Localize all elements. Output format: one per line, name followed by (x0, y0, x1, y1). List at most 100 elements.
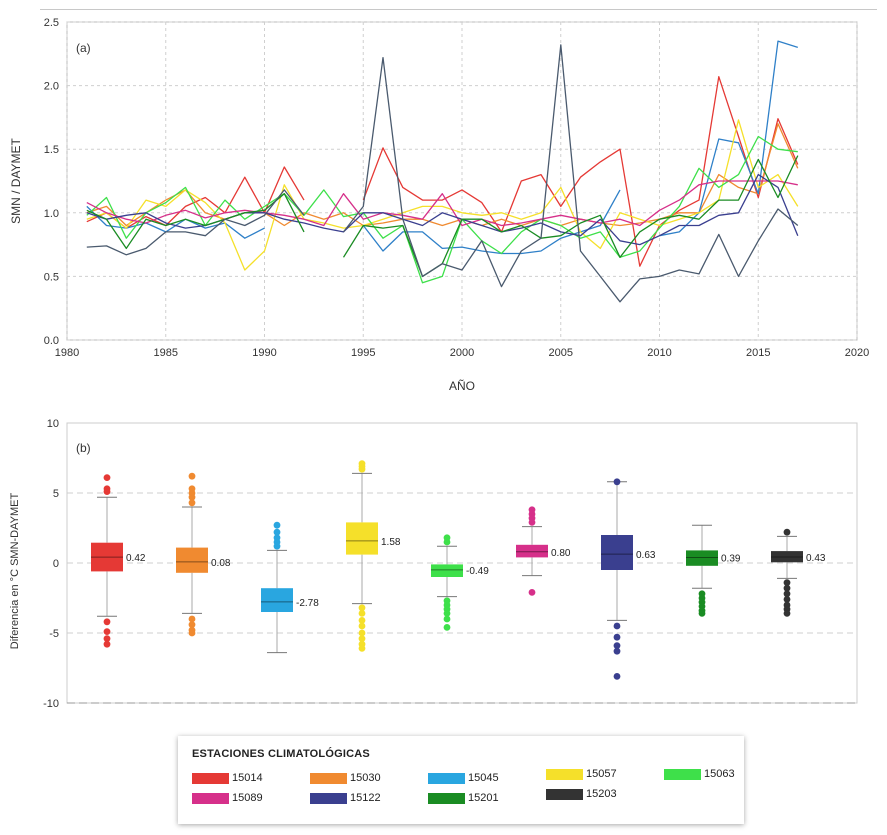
outlier-point (103, 618, 111, 626)
box-15030: 0.08 (176, 472, 231, 637)
legend-item-15089: 15089 (192, 792, 263, 804)
panel-b-label: (b) (76, 441, 91, 455)
median-label: 0.42 (126, 553, 146, 564)
outlier-point (358, 610, 366, 617)
legend-item-15045: 15045 (428, 772, 499, 784)
outlier-point (358, 629, 366, 637)
legend: ESTACIONES CLIMATOLÓGICAS 15014 15030 15… (178, 736, 744, 824)
outlier-point (783, 590, 791, 598)
outlier-point (528, 589, 536, 596)
series-line-15030 (86, 123, 799, 227)
outlier-point (103, 474, 111, 481)
outlier-point (188, 499, 196, 507)
outlier-point (358, 465, 366, 473)
outlier-point (783, 584, 791, 592)
box-15201: 0.39 (686, 524, 741, 617)
box-body (601, 535, 633, 570)
median-label: 0.80 (551, 548, 571, 559)
y-tick-label: 0.0 (44, 335, 59, 347)
legend-title: ESTACIONES CLIMATOLÓGICAS (192, 748, 370, 760)
y-tick-label-b: 5 (53, 488, 59, 500)
legend-swatch (428, 772, 465, 784)
box-15089: 0.80 (516, 506, 571, 596)
legend-label: 15063 (704, 768, 735, 780)
legend-label: 15203 (586, 788, 617, 800)
x-tick-label: 2015 (746, 347, 770, 359)
outlier-point (698, 610, 706, 617)
legend-swatch (664, 768, 701, 780)
outlier-point (103, 488, 111, 495)
legend-item-15014: 15014 (192, 772, 263, 784)
x-tick-label: 1985 (154, 347, 178, 359)
box-body (346, 522, 378, 555)
y-tick-label: 0.5 (44, 271, 59, 283)
y-tick-label-b: -10 (43, 698, 59, 710)
y-tick-label-b: -5 (49, 628, 59, 640)
legend-label: 15014 (232, 772, 263, 784)
outlier-point (103, 628, 111, 635)
y-tick-label-b: 10 (47, 418, 59, 430)
legend-item-15057: 15057 (546, 768, 617, 780)
outlier-point (188, 629, 196, 637)
outlier-point (358, 617, 366, 624)
box-15014: 0.42 (91, 474, 146, 648)
box-body (771, 551, 803, 563)
box-body (176, 547, 208, 573)
outlier-point (103, 635, 111, 642)
x-tick-label: 2005 (549, 347, 573, 359)
median-label: -0.49 (466, 566, 489, 577)
panel-a-label: (a) (76, 41, 91, 55)
outlier-point (443, 624, 451, 631)
y-axis-label-b: Diferencia en °C SMN-DAYMET (9, 493, 21, 650)
outlier-point (783, 610, 791, 617)
outlier-point (188, 621, 196, 628)
median-label: 1.58 (381, 537, 401, 548)
outlier-point (613, 622, 621, 630)
legend-item-15030: 15030 (310, 772, 381, 784)
median-label: 0.39 (721, 554, 741, 565)
legend-label: 15089 (232, 792, 263, 804)
legend-swatch (192, 772, 229, 784)
outlier-point (783, 596, 791, 603)
y-tick-label: 1.0 (44, 208, 59, 220)
x-tick-label: 1980 (55, 347, 79, 359)
box-body (91, 542, 123, 572)
x-tick-label: 2020 (845, 347, 869, 359)
box-body (261, 588, 293, 612)
x-axis-label: AÑO (449, 379, 475, 393)
outlier-point (188, 615, 196, 623)
box-15063: -0.49 (431, 534, 489, 631)
outlier-point (188, 493, 196, 501)
box-body (516, 544, 548, 558)
legend-item-15203: 15203 (546, 788, 617, 800)
median-label: -2.78 (296, 598, 319, 609)
y-tick-label: 1.5 (44, 144, 59, 156)
y-axis-label-a: SMN / DAYMET (9, 137, 23, 223)
legend-label: 15122 (350, 792, 381, 804)
outlier-point (443, 615, 451, 623)
box-body (431, 564, 463, 577)
outlier-point (613, 478, 621, 486)
x-tick-label: 1995 (351, 347, 375, 359)
x-tick-label: 1990 (252, 347, 276, 359)
y-tick-label-b: 0 (53, 558, 59, 570)
box-body (686, 550, 718, 566)
x-tick-label: 2010 (647, 347, 671, 359)
legend-swatch (310, 772, 347, 784)
box-15045: -2.78 (261, 521, 319, 654)
series-line-15203 (86, 44, 799, 303)
legend-swatch (546, 788, 583, 800)
y-tick-label: 2.0 (44, 81, 59, 93)
outlier-point (613, 673, 621, 680)
outlier-point (358, 645, 366, 652)
outlier-point (188, 472, 196, 480)
legend-label: 15057 (586, 768, 617, 780)
legend-swatch (310, 792, 347, 804)
outlier-point (783, 579, 791, 586)
outlier-point (613, 642, 621, 649)
outlier-point (103, 640, 111, 648)
outlier-point (358, 604, 366, 612)
box-15122: 0.63 (601, 478, 656, 680)
outlier-point (358, 635, 366, 642)
outlier-point (613, 633, 621, 641)
